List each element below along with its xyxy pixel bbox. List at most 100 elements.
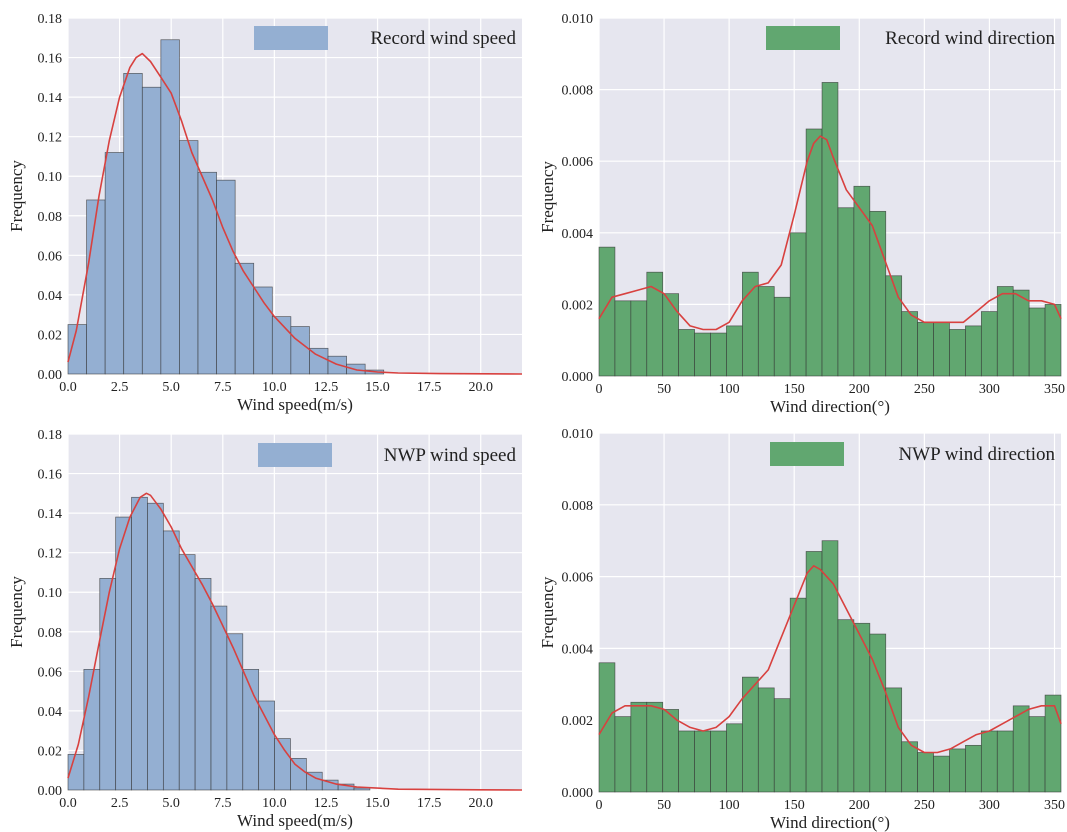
legend-swatch [770,442,844,466]
chart-panel-1: 0.00 0.02 0.04 0.06 0.08 0.10 0.12 0.14 0.16 0.18… [7,12,523,414]
x-tick-label: 50 [657,798,671,813]
histogram-bar [757,687,775,793]
x-tick-label: 15.0 [365,796,390,811]
y-tick-label: 0.18 [38,12,63,27]
x-tick-label: 200 [849,382,870,397]
histogram-bar [805,128,823,377]
y-tick-label: 0.14 [38,507,63,522]
histogram-bar [837,619,855,793]
histogram-bar [99,578,117,791]
x-tick-label: 300 [979,382,1000,397]
histogram-bar [757,286,775,377]
y-tick-label: 0.04 [38,289,63,304]
y-tick-label: 0.00 [38,368,63,383]
y-tick-label: 0.18 [38,428,63,443]
histogram-bar [996,730,1014,793]
x-tick-label: 0.0 [59,380,77,395]
histogram-bar [821,82,839,377]
histogram-bar [917,321,934,377]
y-tick-label: 0.010 [562,12,594,27]
y-tick-label: 0.16 [38,52,63,67]
x-tick-label: 0.0 [59,796,77,811]
x-axis-label: Wind speed(m/s) [237,811,353,830]
histogram-bar [869,210,887,377]
x-axis-label: Wind direction(°) [770,397,890,416]
y-tick-label: 0.004 [562,642,594,657]
kde-curve [67,52,523,375]
y-tick-label: 0.000 [562,370,594,385]
histogram-bar [194,578,212,791]
x-tick-label: 200 [849,798,870,813]
histogram-bar [614,716,632,793]
y-tick-label: 0.10 [38,586,63,601]
histogram-bar [1044,694,1062,793]
y-tick-label: 0.006 [562,571,594,586]
histogram-bar [789,232,807,377]
histogram-bar [901,741,918,793]
histogram-bar [980,311,998,377]
y-tick-label: 0.000 [562,786,594,801]
histogram-bar [965,744,982,793]
y-tick-label: 0.00 [38,784,63,799]
x-tick-label: 7.5 [214,796,232,811]
histogram-bar [726,723,743,793]
y-axis-label: Frequency [7,576,26,648]
x-tick-label: 50 [657,382,671,397]
histogram-bar [1012,705,1030,793]
histogram-bar [258,700,275,791]
histogram-bar [131,496,148,791]
histogram-bar [789,597,807,793]
histogram-bar [210,605,228,791]
kde-curve [598,135,1062,331]
y-axis-label: Frequency [7,160,26,232]
histogram-bar [226,633,244,791]
x-tick-label: 0 [596,798,603,813]
x-tick-label: 12.5 [314,380,339,395]
x-tick-label: 250 [914,382,935,397]
x-tick-label: 2.5 [111,796,129,811]
y-tick-label: 0.08 [38,626,63,641]
histogram-bar [86,199,106,375]
y-tick-label: 0.06 [38,665,63,680]
histogram-bar [630,300,648,377]
chart-panel-4: 0.000 0.002 0.004 0.006 0.008 0.010 0 50 100 150 2… [538,427,1065,832]
y-tick-label: 0.004 [562,227,594,242]
histogram-bar [678,730,695,793]
x-tick-label: 7.5 [214,380,232,395]
x-tick-label: 20.0 [468,796,493,811]
legend-label: NWP wind speed [384,445,517,466]
histogram-bar [710,332,727,377]
x-tick-label: 0 [596,382,603,397]
histogram-bar [179,140,199,375]
histogram-bar [837,207,855,377]
kde-curve [598,564,1062,754]
legend-swatch [258,443,332,467]
histogram-bar [965,325,982,377]
histogram-bar [178,554,196,791]
y-tick-label: 0.06 [38,249,63,264]
y-tick-label: 0.02 [38,328,63,343]
histogram-bar [773,296,791,377]
x-tick-label: 150 [784,798,805,813]
y-tick-label: 0.04 [38,705,63,720]
x-tick-label: 5.0 [162,380,180,395]
y-tick-label: 0.16 [38,468,63,483]
histogram-bar [949,748,966,793]
histogram-bar [885,687,903,793]
x-tick-label: 2.5 [111,380,129,395]
x-tick-label: 12.5 [314,796,339,811]
y-tick-label: 0.12 [38,131,63,146]
histogram-bar [885,275,903,377]
histogram-bar [678,329,695,377]
x-tick-label: 100 [719,798,740,813]
y-tick-label: 0.14 [38,91,63,106]
y-tick-label: 0.010 [562,427,594,442]
y-axis-label: Frequency [538,161,557,233]
histogram-bar [853,185,871,377]
histogram-bar [290,758,307,791]
histogram-bar [83,669,101,791]
legend-swatch [254,26,328,50]
y-tick-label: 0.02 [38,744,63,759]
x-tick-label: 15.0 [365,380,390,395]
